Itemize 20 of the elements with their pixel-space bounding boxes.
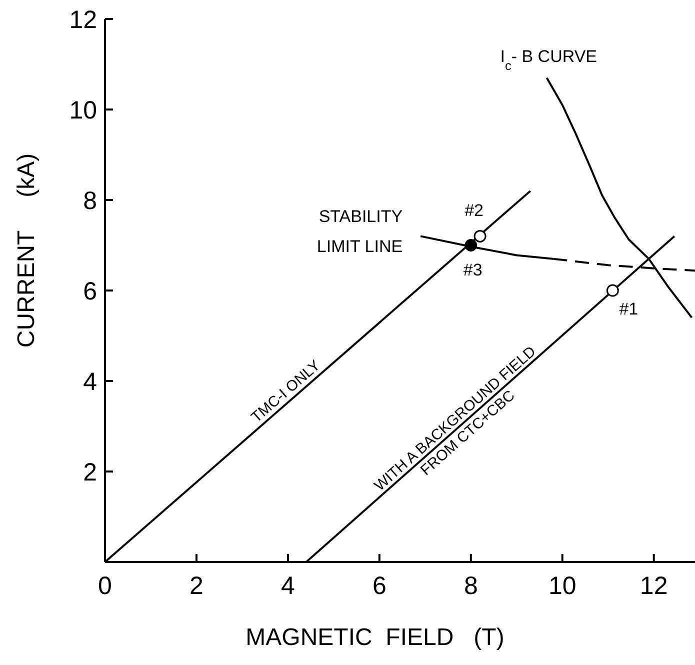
- annotation: #3: [463, 260, 482, 280]
- x-tick-label: 4: [280, 572, 295, 600]
- y-tick-label: 6: [83, 277, 97, 306]
- y-tick-label: 4: [83, 368, 98, 396]
- x-axis-title: MAGNETIC FIELD (T): [246, 624, 504, 651]
- annotation: #1: [619, 300, 638, 318]
- annotation: I$_{c}$- B CURVE: [500, 46, 598, 72]
- x-tick-label: 10: [548, 572, 576, 600]
- y-tick-label: 8: [83, 186, 97, 215]
- y-tick-label: 2: [83, 458, 97, 486]
- x-tick-label: 8: [464, 572, 478, 600]
- x-tick-label: 2: [190, 572, 204, 600]
- y-tick-label: 10: [69, 96, 97, 124]
- annotation: #2: [464, 201, 484, 220]
- annotation: STABILITY LIMIT LINE: [316, 207, 403, 256]
- x-tick-label: 6: [372, 572, 386, 600]
- x-tick-label: 0: [98, 572, 112, 600]
- x-tick-label: 12: [640, 572, 668, 600]
- y-tick-label: 12: [69, 6, 97, 34]
- y-axis-title: CURRENT (kA): [13, 153, 40, 348]
